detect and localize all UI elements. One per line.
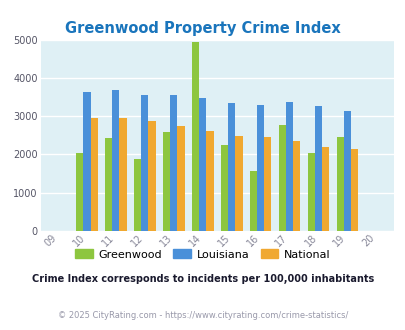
Bar bbox=[148, 121, 155, 231]
Bar bbox=[228, 103, 235, 231]
Bar bbox=[134, 159, 141, 231]
Bar bbox=[198, 98, 206, 231]
Bar bbox=[119, 118, 126, 231]
Bar bbox=[278, 125, 285, 231]
Bar bbox=[314, 106, 322, 231]
Bar bbox=[177, 126, 184, 231]
Bar bbox=[235, 136, 242, 231]
Text: Crime Index corresponds to incidents per 100,000 inhabitants: Crime Index corresponds to incidents per… bbox=[32, 274, 373, 284]
Bar bbox=[141, 95, 148, 231]
Legend: Greenwood, Louisiana, National: Greenwood, Louisiana, National bbox=[71, 245, 334, 264]
Bar bbox=[162, 132, 170, 231]
Bar bbox=[256, 105, 264, 231]
Bar bbox=[220, 145, 228, 231]
Bar bbox=[206, 131, 213, 231]
Bar bbox=[350, 149, 358, 231]
Bar bbox=[336, 137, 343, 231]
Bar bbox=[292, 141, 300, 231]
Text: Greenwood Property Crime Index: Greenwood Property Crime Index bbox=[65, 21, 340, 36]
Bar bbox=[322, 147, 328, 231]
Bar bbox=[105, 138, 112, 231]
Bar bbox=[83, 92, 90, 231]
Bar bbox=[264, 137, 271, 231]
Bar bbox=[112, 90, 119, 231]
Bar bbox=[307, 153, 314, 231]
Bar bbox=[170, 95, 177, 231]
Text: © 2025 CityRating.com - https://www.cityrating.com/crime-statistics/: © 2025 CityRating.com - https://www.city… bbox=[58, 311, 347, 320]
Bar bbox=[249, 171, 256, 231]
Bar bbox=[90, 118, 98, 231]
Bar bbox=[192, 42, 198, 231]
Bar bbox=[76, 152, 83, 231]
Bar bbox=[285, 102, 292, 231]
Bar bbox=[343, 111, 350, 231]
